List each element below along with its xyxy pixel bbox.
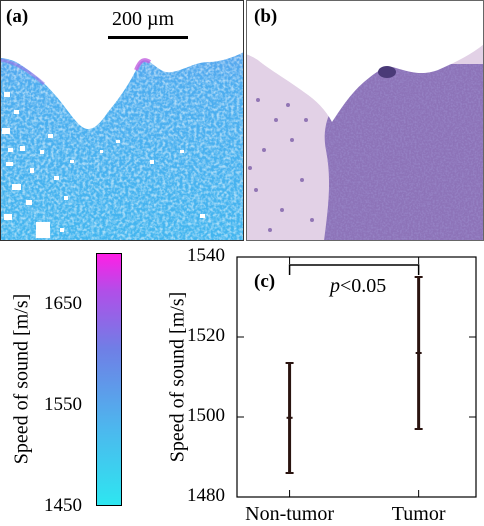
- x-tick-label-0: Non-tumor: [245, 503, 335, 525]
- y-tick-label: 1480: [187, 485, 225, 506]
- colorbar-tick-1550: 1550: [44, 394, 82, 415]
- colorbar: [96, 253, 122, 506]
- colorbar-tick-1450: 1450: [44, 495, 82, 516]
- plot-frame: [236, 256, 477, 498]
- histology-image: [246, 0, 484, 241]
- colorbar-tick-1650: 1650: [44, 293, 82, 314]
- panel-a-label: (a): [6, 6, 29, 27]
- missing-data-speckles: [2, 92, 205, 238]
- error-bar-chart: [236, 256, 477, 498]
- colorbar-panel: 1650 1550 1450 Speed of sound [m/s]: [0, 245, 150, 525]
- significance-bracket: [288, 264, 420, 275]
- x-tick-label-1: Tumor: [391, 503, 446, 525]
- panel-b-histology: (b): [246, 0, 484, 241]
- panel-c-label: (c): [254, 271, 276, 292]
- y-tick-label: 1520: [187, 325, 225, 346]
- y-tick-label: 1500: [187, 405, 225, 426]
- panel-a-sos-map: (a) 200 µm: [0, 0, 244, 241]
- bracket-line: [288, 264, 420, 275]
- significance-annotation: p<0.05: [330, 275, 387, 297]
- normal-tissue-nuclei: [248, 98, 314, 232]
- sos-map-image: [0, 0, 244, 241]
- panel-c-chart: (c) p<0.05 Speed of sound [m/s] Non-tumo…: [150, 245, 484, 525]
- y-tick-label: 1540: [187, 245, 225, 266]
- colorbar-label: Speed of sound [m/s]: [10, 293, 33, 465]
- y-axis-label: Speed of sound [m/s]: [166, 291, 189, 463]
- panel-b-label: (b): [254, 6, 278, 27]
- scale-bar: [108, 36, 188, 39]
- scale-bar-label: 200 µm: [112, 8, 175, 30]
